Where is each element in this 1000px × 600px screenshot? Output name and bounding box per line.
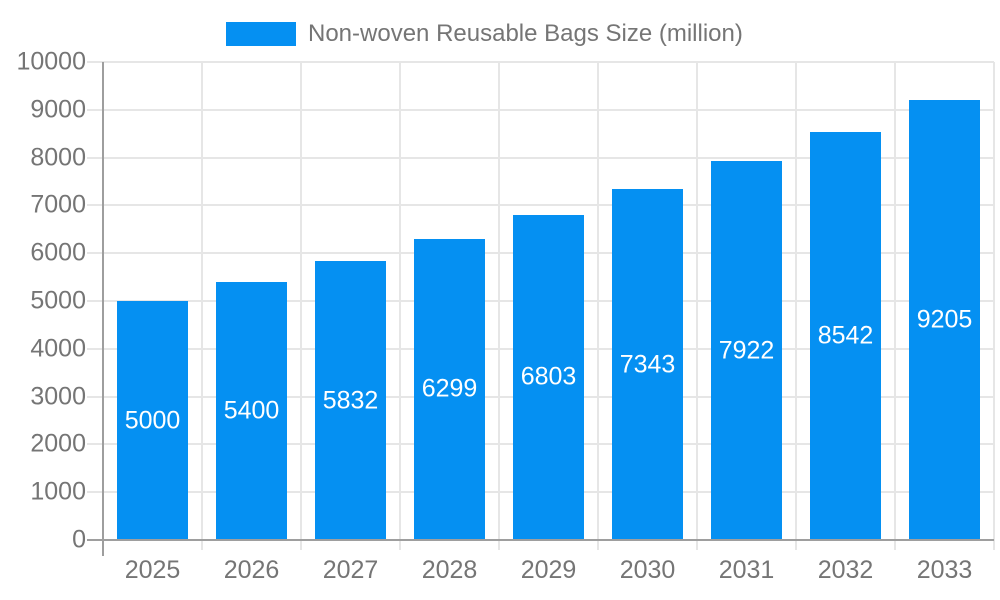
x-tick-label: 2030 <box>619 556 676 584</box>
bar[interactable]: 9205 <box>909 100 980 540</box>
x-tick-label: 2028 <box>421 556 478 584</box>
horizontal-gridline <box>87 204 994 207</box>
x-tick-label: 2027 <box>322 556 379 584</box>
bar-value-label: 9205 <box>916 305 973 334</box>
y-tick-label: 6000 <box>30 238 86 267</box>
y-tick-label: 10000 <box>16 47 86 76</box>
bar-value-label: 6299 <box>421 374 478 403</box>
vertical-gridline <box>498 62 500 550</box>
y-tick-label: 9000 <box>30 95 86 124</box>
y-tick-label: 5000 <box>30 286 86 315</box>
y-tick-label: 2000 <box>30 429 86 458</box>
legend-swatch-icon[interactable] <box>226 22 296 46</box>
bar-value-label: 7343 <box>619 350 676 378</box>
y-tick-label: 8000 <box>30 143 86 172</box>
x-axis-line <box>87 539 994 541</box>
bar[interactable]: 6299 <box>414 238 485 540</box>
horizontal-gridline <box>87 61 994 63</box>
vertical-gridline <box>201 62 203 550</box>
x-tick-label: 2026 <box>223 556 280 584</box>
vertical-gridline <box>795 62 797 550</box>
bar-value-label: 6803 <box>520 362 577 391</box>
bar[interactable]: 6803 <box>513 214 584 540</box>
chart-legend[interactable]: Non-woven Reusable Bags Size (million) <box>226 20 743 48</box>
plot-area: 5000 5400 5832 6299 6803 7343 7922 8542 9205 <box>87 61 995 556</box>
y-tick-label: 4000 <box>30 334 86 363</box>
vertical-gridline <box>399 62 401 550</box>
y-tick-label: 0 <box>72 525 86 554</box>
bar-value-label: 5000 <box>124 406 181 434</box>
horizontal-gridline <box>87 108 994 111</box>
legend-label[interactable]: Non-woven Reusable Bags Size (million) <box>308 20 743 47</box>
x-tick-label: 2031 <box>718 556 775 584</box>
bar[interactable]: 5832 <box>315 261 386 540</box>
y-tick-label: 1000 <box>30 477 86 506</box>
bar[interactable]: 5000 <box>117 301 188 540</box>
x-tick-label: 2033 <box>916 556 973 584</box>
bar[interactable]: 7343 <box>612 189 683 540</box>
y-axis-line <box>102 62 104 556</box>
bar[interactable]: 5400 <box>216 281 287 540</box>
x-tick-label: 2032 <box>817 556 874 584</box>
y-tick-label: 3000 <box>30 382 86 411</box>
bar[interactable]: 7922 <box>711 161 782 540</box>
vertical-gridline <box>597 62 599 550</box>
vertical-gridline <box>993 62 995 550</box>
bar-value-label: 8542 <box>817 321 874 350</box>
vertical-gridline <box>300 62 302 550</box>
bar-value-label: 5832 <box>322 386 379 415</box>
bar-value-label: 7922 <box>718 336 775 365</box>
bar[interactable]: 8542 <box>810 131 881 540</box>
vertical-gridline <box>894 62 896 550</box>
y-tick-label: 7000 <box>30 190 86 219</box>
bar-value-label: 5400 <box>223 396 280 425</box>
vertical-gridline <box>696 62 698 550</box>
x-tick-label: 2025 <box>124 556 181 584</box>
horizontal-gridline <box>87 156 994 159</box>
x-tick-label: 2029 <box>520 556 577 584</box>
